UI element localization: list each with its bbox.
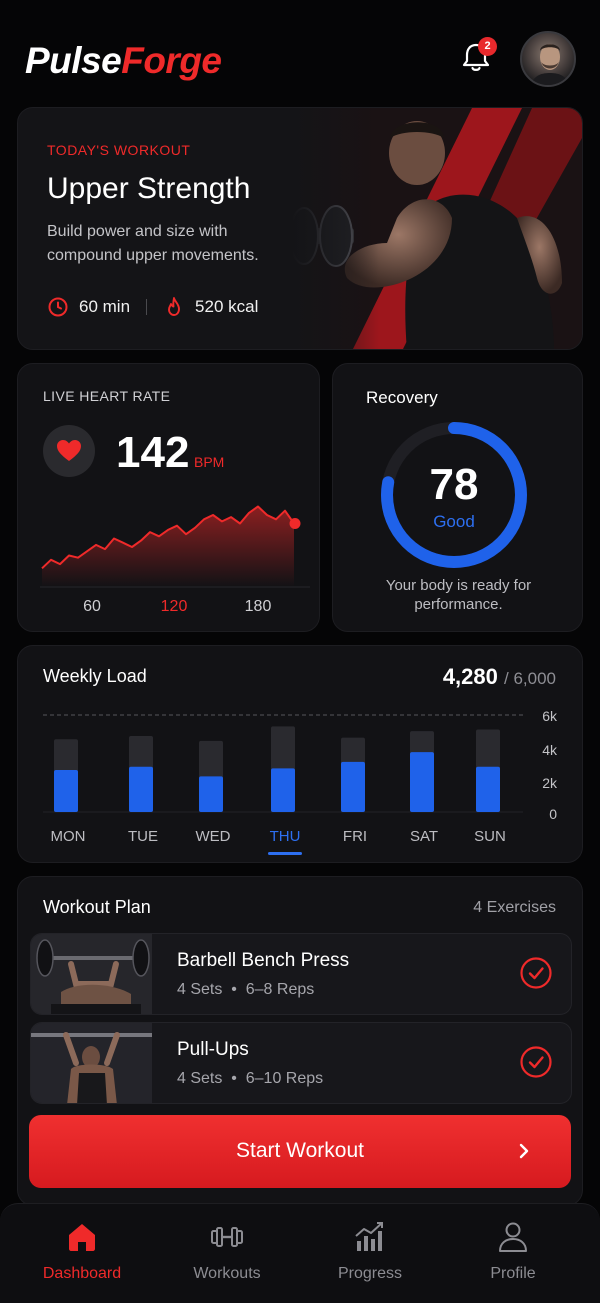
dumbbell-icon — [211, 1227, 243, 1247]
exercise-reps: 6–10 Reps — [245, 1070, 324, 1087]
workout-stats: 60 min 520 kcal — [47, 296, 258, 318]
weekly-load-bar[interactable] — [410, 752, 434, 812]
weekly-load-title: Weekly Load — [43, 666, 147, 686]
weekly-load-y-tick: 0 — [549, 806, 557, 822]
logo-part-1: Pulse — [25, 40, 122, 81]
weekly-load-day-sun[interactable]: SUN — [474, 828, 506, 845]
recovery-card[interactable]: Recovery 78 Good Your body is ready for … — [332, 363, 583, 632]
heart-rate-area — [42, 506, 294, 587]
exercise-count: 4 Exercises — [473, 899, 556, 916]
logo-part-2: Forge — [121, 40, 222, 81]
weekly-load-day-thu[interactable]: THU — [269, 828, 301, 845]
recovery-progress-arc — [381, 422, 527, 568]
avatar-portrait — [530, 44, 570, 85]
clock-icon — [48, 297, 68, 317]
heart-rate-title: LIVE HEART RATE — [43, 388, 171, 404]
exercise-sets: 4 Sets — [177, 1070, 223, 1087]
stats-divider — [146, 299, 148, 315]
heart-rate-tick: 180 — [244, 598, 272, 615]
exercise-meta: 4 Sets • 6–8 Reps — [177, 981, 315, 998]
weekly-load-total: 4,280 / 6,000 — [443, 664, 556, 690]
exercise-item[interactable]: Pull-Ups 4 Sets • 6–10 Reps — [30, 1022, 572, 1104]
app-logo[interactable]: PulseForge — [25, 38, 222, 84]
exercise-sets: 4 Sets — [177, 981, 223, 998]
weekly-load-bar[interactable] — [199, 776, 223, 812]
exercise-item[interactable]: Barbell Bench Press 4 Sets • 6–8 Reps — [30, 933, 572, 1015]
recovery-ring — [381, 422, 527, 568]
bench-press-image — [31, 934, 152, 1014]
heart-rate-value: 142 — [116, 428, 190, 477]
notification-badge: 2 — [478, 37, 497, 56]
start-workout-button[interactable]: Start Workout — [29, 1115, 571, 1188]
weekly-load-current: 4,280 — [442, 664, 498, 689]
home-icon — [69, 1224, 95, 1251]
weekly-load-max: / 6,000 — [504, 669, 556, 688]
recovery-title: Recovery — [366, 388, 438, 407]
weekly-load-day-tue[interactable]: TUE — [128, 828, 158, 845]
weekly-load-y-tick: 4k — [542, 742, 558, 758]
weekly-load-bar[interactable] — [476, 766, 500, 812]
exercise-name: Barbell Bench Press — [177, 950, 350, 971]
weekly-load-y-tick: 6k — [542, 708, 558, 724]
weekly-load-y-tick: 2k — [542, 775, 558, 791]
chevron-right-icon — [519, 1143, 529, 1159]
pull-ups-image — [31, 1023, 152, 1103]
check-circle-icon[interactable] — [519, 1045, 553, 1079]
active-day-indicator — [268, 852, 302, 855]
tab-workouts[interactable]: Workouts — [152, 1204, 302, 1303]
user-icon — [499, 1222, 527, 1252]
flame-icon — [168, 297, 180, 316]
weekly-load-bar[interactable] — [54, 769, 78, 812]
weekly-load-day-mon[interactable]: MON — [50, 828, 86, 845]
weekly-load-card[interactable]: 6k 4k 2k 0 Weekly Load 4,280 / 6,000 MON TUE… — [17, 645, 583, 863]
heart-rate-tick: 120 — [160, 598, 188, 615]
app-header: PulseForge 2 — [0, 0, 600, 104]
recovery-status: Good — [433, 512, 475, 531]
todays-workout-card[interactable]: TODAY'S WORKOUT Upper Strength Build pow… — [17, 107, 583, 350]
tab-progress[interactable]: Progress — [295, 1204, 445, 1303]
heart-rate-current-point — [289, 518, 301, 530]
chart-icon — [355, 1222, 383, 1251]
exercise-name: Pull-Ups — [177, 1039, 249, 1060]
recovery-description: Your body is ready for performance. — [385, 577, 532, 613]
tab-label: Dashboard — [42, 1265, 122, 1282]
weekly-load-bar[interactable] — [271, 768, 295, 812]
heart-rate-card[interactable]: LIVE HEART RATE 142 BPM 60 120 180 — [17, 363, 320, 632]
workout-kicker: TODAY'S WORKOUT — [47, 142, 191, 158]
recovery-score: 78 — [429, 460, 479, 509]
exercise-meta: 4 Sets • 6–10 Reps — [177, 1070, 324, 1087]
weekly-load-chart: 6k 4k 2k 0 — [43, 708, 558, 822]
check-circle-icon[interactable] — [519, 956, 553, 990]
avatar[interactable] — [520, 31, 576, 87]
weekly-load-bar[interactable] — [129, 766, 153, 812]
heart-rate-tick: 60 — [83, 598, 101, 615]
heart-rate-chart — [40, 505, 310, 588]
start-workout-label: Start Workout — [236, 1139, 364, 1162]
weekly-load-day-wed[interactable]: WED — [195, 828, 231, 845]
workout-duration: 60 min — [79, 297, 131, 316]
bottom-tab-bar: Dashboard Workouts Progress Profile — [0, 1203, 600, 1303]
workout-title: Upper Strength — [47, 172, 251, 205]
heart-icon-container — [43, 425, 95, 477]
athlete-image — [292, 108, 582, 349]
heart-icon — [57, 440, 81, 461]
tab-label: Profile — [490, 1265, 536, 1282]
workout-calories: 520 kcal — [195, 297, 259, 316]
tab-label: Progress — [337, 1265, 403, 1282]
workout-plan-title: Workout Plan — [43, 897, 151, 917]
workout-description: Build power and size with compound upper… — [47, 223, 259, 264]
heart-rate-unit: BPM — [194, 454, 225, 470]
weekly-load-day-sat[interactable]: SAT — [409, 828, 439, 845]
weekly-load-day-fri[interactable]: FRI — [342, 828, 368, 845]
tab-dashboard[interactable]: Dashboard — [7, 1204, 157, 1303]
tab-profile[interactable]: Profile — [438, 1204, 588, 1303]
heart-rate-line — [41, 505, 295, 570]
tab-label: Workouts — [193, 1265, 261, 1282]
exercise-reps: 6–8 Reps — [245, 981, 315, 998]
weekly-load-bar[interactable] — [341, 761, 365, 812]
